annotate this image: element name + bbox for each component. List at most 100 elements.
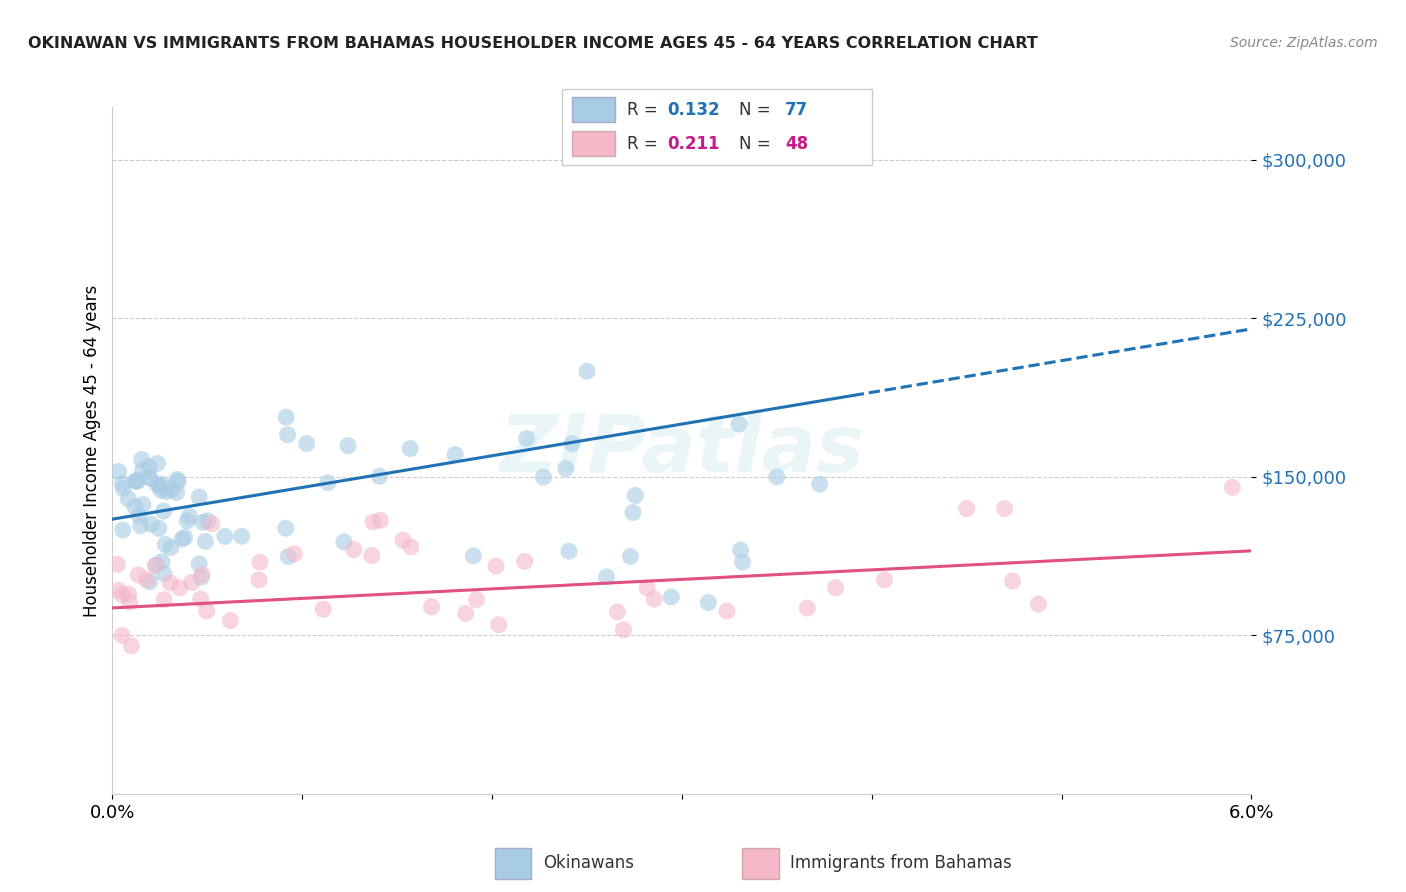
Text: ZIPatlas: ZIPatlas [499,411,865,490]
Point [148,521,170,535]
Point [606,605,628,619]
Point [138,470,160,484]
Point [643,592,665,607]
Point [716,604,738,618]
Point [155,484,177,499]
Point [731,555,754,569]
FancyBboxPatch shape [572,96,614,122]
Point [150,555,173,569]
Point [276,410,298,425]
Point [111,588,134,602]
Point [125,474,148,488]
Point [145,558,167,573]
Point [132,498,155,512]
FancyBboxPatch shape [495,847,531,880]
Point [124,500,146,514]
Point [194,534,217,549]
Point [107,583,129,598]
Point [112,482,135,496]
Y-axis label: Householder Income Ages 45 - 64 years: Householder Income Ages 45 - 64 years [83,285,101,616]
Point [197,514,219,528]
Point [146,478,169,492]
Point [765,470,787,484]
Point [201,516,224,531]
Point [173,530,195,544]
Point [697,595,720,609]
Point [139,471,162,485]
Point [558,544,581,558]
Point [219,614,242,628]
FancyBboxPatch shape [742,847,779,880]
Point [121,639,143,653]
Point [143,558,166,573]
Point [619,549,641,564]
Point [808,477,831,491]
Point [796,601,818,615]
Point [153,566,176,581]
Text: Source: ZipAtlas.com: Source: ZipAtlas.com [1230,36,1378,50]
Point [360,549,382,563]
Point [824,581,846,595]
Point [516,432,538,446]
Point [621,506,644,520]
Point [1028,597,1050,611]
Point [139,517,162,532]
Point [249,555,271,569]
Point [159,575,181,590]
Point [337,439,360,453]
Text: OKINAWAN VS IMMIGRANTS FROM BAHAMAS HOUSEHOLDER INCOME AGES 45 - 64 YEARS CORREL: OKINAWAN VS IMMIGRANTS FROM BAHAMAS HOUS… [28,36,1038,51]
Point [138,459,160,474]
Point [399,442,422,456]
Point [361,515,384,529]
Point [730,543,752,558]
Text: 0.132: 0.132 [668,101,720,119]
Text: 48: 48 [785,135,808,153]
Point [728,417,751,431]
Point [454,607,477,621]
Point [399,540,422,554]
Point [155,537,177,551]
Point [166,473,188,487]
Point [533,470,555,484]
Point [368,513,391,527]
Text: R =: R = [627,101,664,119]
Point [316,475,339,490]
Point [191,567,214,582]
Point [463,549,485,563]
Point [190,592,212,607]
Point [444,448,467,462]
Text: 0.211: 0.211 [668,135,720,153]
Point [179,509,201,524]
Point [575,364,598,378]
Point [105,558,128,572]
Point [117,491,139,506]
Text: 77: 77 [785,101,808,119]
Point [111,628,134,642]
Point [554,461,576,475]
Point [195,604,218,618]
Point [312,602,335,616]
Point [488,617,510,632]
Point [561,436,583,450]
Point [1220,480,1243,494]
Point [131,463,153,477]
Point [125,474,148,488]
Point [135,573,157,587]
Point [595,570,617,584]
Point [181,575,204,590]
Point [172,532,194,546]
Point [149,479,172,493]
Point [169,581,191,595]
Point [167,475,190,489]
Point [231,529,253,543]
Point [150,477,173,491]
Point [127,567,149,582]
Text: N =: N = [738,135,776,153]
Point [117,587,139,601]
Point [146,457,169,471]
Point [153,592,176,607]
Point [612,623,634,637]
Point [277,427,299,442]
Point [127,475,149,489]
Point [166,485,188,500]
